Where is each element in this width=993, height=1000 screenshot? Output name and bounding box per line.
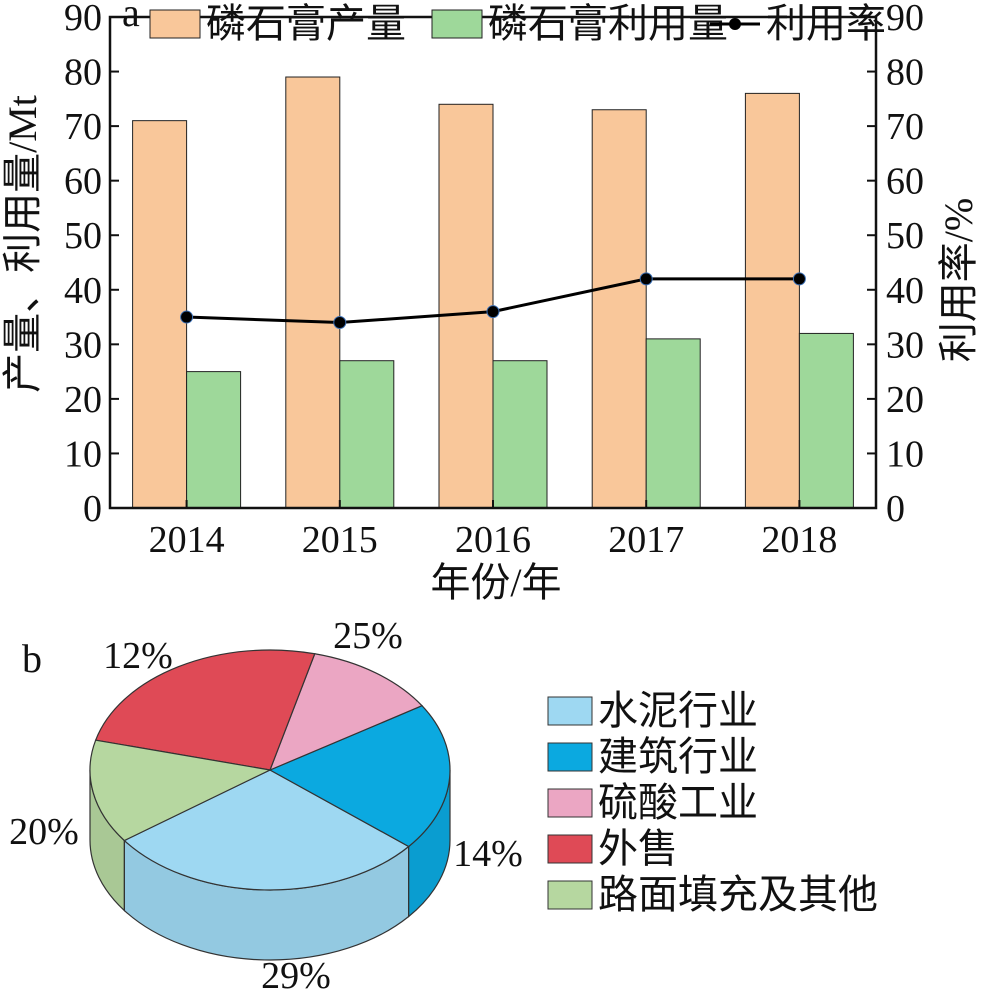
pie-slice-3 xyxy=(268,653,424,772)
bar-utilization-2016 xyxy=(492,360,548,509)
y-tick-label-left: 70 xyxy=(64,106,102,148)
pie-slice-4 xyxy=(94,649,316,771)
bar-utilization-2014 xyxy=(186,371,242,509)
pie-sides-group xyxy=(89,769,451,961)
pie-labels-group: 29% 20% 12% 25% 14% xyxy=(9,615,523,997)
legend-label: 磷石膏产量 xyxy=(206,1,406,46)
rate-point-2017 xyxy=(639,272,653,286)
y-tick-label-right: 60 xyxy=(886,161,924,203)
legend-swatch xyxy=(547,834,593,864)
legend-swatch xyxy=(547,788,593,818)
bar-production-2017 xyxy=(591,109,647,509)
rate-point-2018 xyxy=(792,272,806,286)
x-tick-label: 2016 xyxy=(455,519,531,561)
y-axis-label-left: 产量、利用量/Mt xyxy=(0,95,45,393)
legend-label: 路面填充及其他 xyxy=(598,872,878,917)
legend-label: 水泥行业 xyxy=(598,688,758,733)
bar-utilization-2017 xyxy=(645,338,701,509)
y-tick-label-left: 50 xyxy=(64,215,102,257)
rate-point-2014 xyxy=(180,310,194,324)
x-tick-label: 2015 xyxy=(302,519,378,561)
bar-production-2016 xyxy=(438,103,494,509)
rate-line-group xyxy=(180,272,806,330)
legend-swatch xyxy=(431,9,483,39)
legend-marker xyxy=(729,18,741,30)
y-tick-label-left: 80 xyxy=(64,52,102,94)
pie-percent-label: 12% xyxy=(103,635,173,677)
legend-label: 建筑行业 xyxy=(598,734,758,779)
legend-swatch xyxy=(547,742,593,772)
bars-group xyxy=(132,76,854,509)
bar-utilization-2015 xyxy=(339,360,395,509)
y-tick-label-right: 90 xyxy=(886,0,924,39)
legend-swatch xyxy=(547,880,593,910)
panel-label-a: a xyxy=(122,0,140,35)
panel-label-b: b xyxy=(22,636,42,681)
y-tick-label-left: 60 xyxy=(64,161,102,203)
x-tick-label: 2017 xyxy=(608,519,684,561)
bar-production-2018 xyxy=(744,92,800,509)
y-tick-label-right: 40 xyxy=(886,270,924,312)
pie-percent-label: 29% xyxy=(261,955,331,997)
y-tick-label-left: 40 xyxy=(64,270,102,312)
bar-utilization-2018 xyxy=(798,332,854,509)
pie-slice-1 xyxy=(123,769,410,891)
y-tick-label-right: 30 xyxy=(886,324,924,366)
y-tick-label-right: 0 xyxy=(886,488,905,530)
x-axis-label: 年份/年 xyxy=(430,560,561,605)
legend-swatch xyxy=(149,9,201,39)
legend-swatch xyxy=(547,696,593,726)
bar-production-2014 xyxy=(132,120,188,509)
legend-label: 硫酸工业 xyxy=(598,780,758,825)
y-tick-label-right: 70 xyxy=(886,106,924,148)
rate-point-2016 xyxy=(486,305,500,319)
bar-production-2015 xyxy=(285,76,341,509)
y-tick-label-left: 0 xyxy=(83,488,102,530)
y-tick-label-left: 30 xyxy=(64,324,102,366)
y-axis-label-right: 利用率/% xyxy=(936,198,981,362)
pie-slice-5 xyxy=(89,739,272,842)
pie-slices-group xyxy=(89,649,451,891)
y-tick-label-right: 10 xyxy=(886,433,924,475)
legend-label: 利用率 xyxy=(766,1,886,46)
y-tick-label-right: 50 xyxy=(886,215,924,257)
rate-point-2015 xyxy=(333,316,347,330)
y-tick-label-left: 20 xyxy=(64,379,102,421)
pie-percent-label: 14% xyxy=(453,833,523,875)
x-tick-label: 2014 xyxy=(149,519,225,561)
y-tick-label-left: 90 xyxy=(64,0,102,39)
legend-a: 磷石膏产量 磷石膏利用量 利用率 xyxy=(149,1,886,46)
legend-label: 外售 xyxy=(598,826,678,871)
x-tick-label: 2018 xyxy=(761,519,837,561)
y-tick-label-left: 10 xyxy=(64,433,102,475)
axes-group: 2014 2015 2016 2017 2018 0 0 10 10 20 20 30 30 40 40 50… xyxy=(64,0,924,561)
bar-line-chart: 2014 2015 2016 2017 2018 0 0 10 10 20 20 30 30 40 40 50… xyxy=(0,0,981,605)
pie-percent-label: 20% xyxy=(9,811,79,853)
legend-label: 磷石膏利用量 xyxy=(488,1,728,46)
plot-frame xyxy=(108,15,878,510)
y-tick-label-right: 80 xyxy=(886,52,924,94)
pie-slice-2 xyxy=(268,704,451,848)
pie-percent-label: 25% xyxy=(333,615,403,657)
y-tick-label-right: 20 xyxy=(886,379,924,421)
